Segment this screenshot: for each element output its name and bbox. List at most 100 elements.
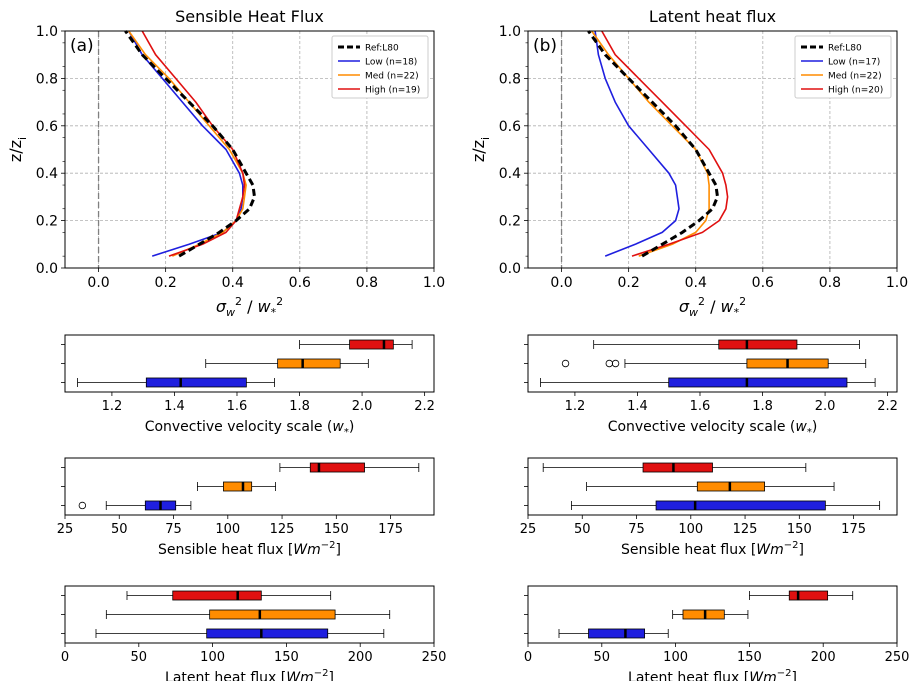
outlier-point (605, 359, 614, 368)
outlier-point (78, 501, 87, 510)
y-tick-label: 0.8 (36, 71, 58, 87)
x-tick-label: 0.4 (685, 275, 707, 291)
x-axis-label: Latent heat flux [Wm−2] (628, 668, 797, 681)
x-tick-label: 25 (520, 522, 537, 537)
x-tick-label: 1.6 (227, 399, 248, 414)
box-med (277, 358, 341, 369)
x-tick-label: 75 (628, 522, 645, 537)
x-tick-label: 75 (165, 522, 182, 537)
x-tick-label: 0.6 (752, 275, 774, 291)
x-tick-label: 50 (111, 522, 128, 537)
x-tick-label: 175 (378, 522, 403, 537)
box-panel-w_b: 1.2 1.4 1.6 1.8 2.0 2.2 Convective velocity sc… (524, 334, 898, 438)
plot-frame (64, 585, 435, 644)
x-tick-label: 1.2 (102, 399, 123, 414)
panel-tag: (b) (533, 36, 557, 56)
outlier-point (611, 359, 620, 368)
x-tick-label: 1.0 (423, 275, 445, 291)
x-tick-label: 0.2 (618, 275, 640, 291)
x-axis-label: Sensible heat flux [Wm−2] (621, 540, 804, 558)
box-panel-l_b: 0 50 100 150 200 250 Latent heat flux [Wm−2] (524, 585, 910, 681)
x-axis-label: Convective velocity scale (w*) (608, 419, 818, 438)
y-tick-label: 0.2 (36, 214, 58, 230)
y-tick-label: 0.4 (499, 166, 521, 182)
legend-label-med: Med (n=22) (828, 72, 882, 82)
y-tick-label: 0.0 (36, 261, 58, 277)
box-med (682, 609, 725, 620)
x-tick-label: 50 (574, 522, 591, 537)
x-tick-label: 100 (200, 650, 225, 665)
legend-label-ref: Ref:L80 (365, 44, 399, 54)
x-tick-label: 1.8 (289, 399, 310, 414)
panel-tag: (a) (70, 36, 94, 56)
x-tick-label: 2.0 (352, 399, 373, 414)
x-tick-label: 250 (422, 650, 447, 665)
x-tick-label: 250 (885, 650, 910, 665)
box-med (223, 481, 253, 492)
x-tick-label: 100 (678, 522, 703, 537)
y-tick-label: 0.6 (499, 119, 521, 135)
x-axis-label: Latent heat flux [Wm−2] (165, 668, 334, 681)
x-axis-label: Convective velocity scale (w*) (145, 419, 355, 438)
box-low (145, 377, 247, 388)
legend-label-low: Low (n=17) (828, 58, 880, 68)
box-panel-l_a: 0 50 100 150 200 250 Latent heat flux [Wm−2] (61, 585, 447, 681)
y-axis-label: z/zi (469, 137, 492, 162)
x-tick-label: 175 (841, 522, 866, 537)
box-high (349, 339, 394, 350)
x-tick-label: 200 (348, 650, 373, 665)
x-axis-label: σw2 / w*2 (216, 295, 283, 319)
box-low (588, 628, 646, 639)
legend: Ref:L80 Low (n=17) Med (n=22) High (n=20) (794, 35, 892, 99)
x-axis-label: σw2 / w*2 (679, 295, 746, 319)
x-tick-label: 0.4 (222, 275, 244, 291)
x-tick-label: 150 (787, 522, 812, 537)
plot-frame (527, 457, 898, 516)
line-panel-b: 0.0 0.2 0.4 0.6 0.8 1.0 0.0 0.2 0.4 0.6 0.8 1.0 (b) L… (469, 7, 908, 291)
y-tick-label: 0.2 (499, 214, 521, 230)
box-high (172, 590, 262, 601)
plot-frame (527, 334, 898, 393)
series-line-low (128, 30, 244, 257)
x-tick-label: 0 (524, 650, 532, 665)
x-tick-label: 125 (270, 522, 295, 537)
x-tick-label: 0.0 (87, 275, 109, 291)
legend-box (331, 35, 429, 99)
x-tick-label: 0.0 (550, 275, 572, 291)
x-tick-label: 100 (663, 650, 688, 665)
legend-label-med: Med (n=22) (365, 72, 419, 82)
x-tick-label: 150 (274, 650, 299, 665)
x-tick-label: 1.0 (886, 275, 908, 291)
x-axis-label: Sensible heat flux [Wm−2] (158, 540, 341, 558)
y-tick-label: 0.8 (499, 71, 521, 87)
y-tick-label: 0.0 (499, 261, 521, 277)
x-tick-label: 25 (57, 522, 74, 537)
legend: Ref:L80 Low (n=18) Med (n=22) High (n=19) (331, 35, 429, 99)
box-low (655, 500, 826, 511)
box-high (788, 590, 829, 601)
x-tick-label: 100 (215, 522, 240, 537)
box-panel-w_a: 1.2 1.4 1.6 1.8 2.0 2.2 Convective velocity sc… (61, 334, 435, 438)
box-med (209, 609, 336, 620)
x-tick-label: 0.2 (155, 275, 177, 291)
plot-frame (64, 457, 435, 516)
y-tick-label: 1.0 (36, 24, 58, 40)
series-line-ref (124, 30, 256, 258)
series-line-ref (587, 30, 719, 258)
legend-label-high: High (n=19) (365, 86, 420, 96)
legend-box (794, 35, 892, 99)
box-low (668, 377, 848, 388)
x-tick-label: 0.6 (289, 275, 311, 291)
box-panel-h_b: 25 50 75 100 125 150 175 Sensible heat flux [Wm… (520, 457, 898, 558)
x-tick-label: 1.8 (752, 399, 773, 414)
outlier-point (561, 359, 570, 368)
box-high (718, 339, 798, 350)
series-line-high (141, 30, 246, 257)
x-tick-label: 0.8 (356, 275, 378, 291)
legend-label-low: Low (n=18) (365, 58, 417, 68)
plot-frame (64, 30, 435, 269)
x-tick-label: 50 (594, 650, 611, 665)
series-line-high (601, 30, 729, 257)
x-tick-label: 0 (61, 650, 69, 665)
